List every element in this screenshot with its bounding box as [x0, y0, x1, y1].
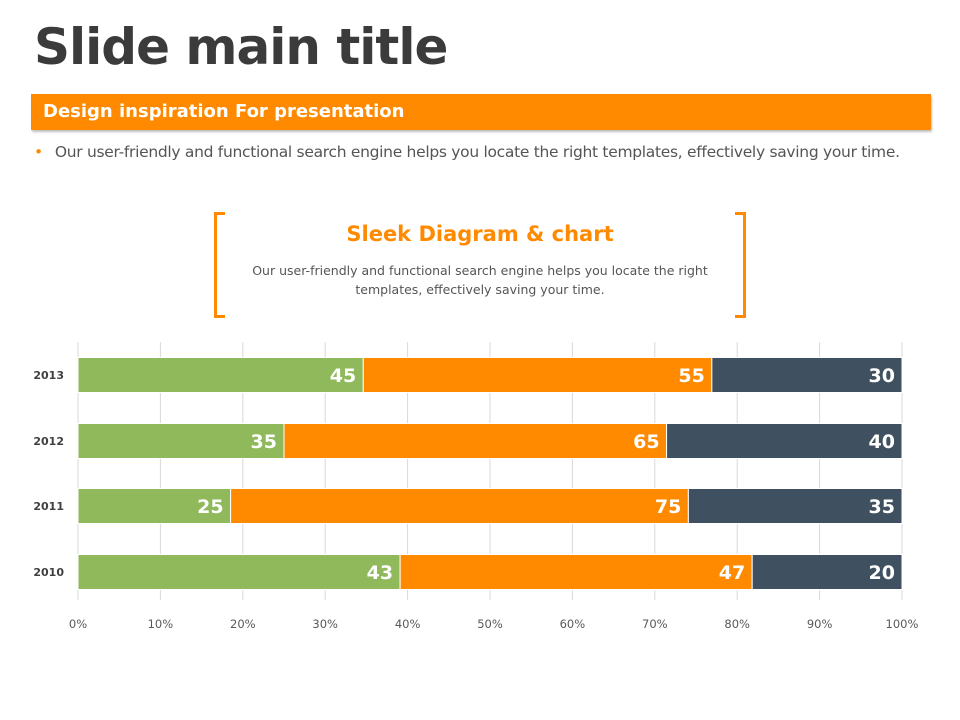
bar-segment	[77, 554, 401, 590]
left-bracket	[214, 212, 225, 318]
bullet-text: • Our user-friendly and functional search…	[34, 143, 900, 161]
banner-text: Design inspiration For presentation	[43, 101, 405, 122]
subtitle-banner: Design inspiration For presentation	[31, 94, 931, 130]
x-tick-label: 20%	[230, 617, 256, 631]
bar-segment	[666, 423, 903, 459]
data-label: 20	[869, 562, 895, 584]
x-tick-label: 70%	[642, 617, 668, 631]
data-label: 55	[678, 365, 704, 387]
bar-segment	[230, 488, 689, 524]
bullet-label: Our user-friendly and functional search …	[54, 143, 900, 161]
data-label: 75	[655, 496, 681, 518]
bar-segment	[711, 357, 903, 393]
x-tick-label: 0%	[69, 617, 87, 631]
data-label: 65	[633, 431, 659, 453]
bar-segment	[687, 488, 903, 524]
x-tick-label: 40%	[395, 617, 421, 631]
callout-description: Our user-friendly and functional search …	[252, 263, 708, 297]
bar-segment	[399, 554, 753, 590]
y-category-label: 2011	[33, 500, 64, 513]
x-tick-label: 100%	[886, 617, 919, 631]
y-category-label: 2012	[33, 435, 64, 448]
x-tick-label: 10%	[148, 617, 174, 631]
right-bracket	[735, 212, 746, 318]
y-category-label: 2013	[33, 369, 64, 382]
y-category-label: 2010	[33, 566, 64, 579]
data-label: 35	[869, 496, 895, 518]
x-tick-label: 30%	[312, 617, 338, 631]
data-label: 35	[251, 431, 277, 453]
bar-segment	[283, 423, 668, 459]
data-label: 30	[869, 365, 895, 387]
callout-title: Sleek Diagram & chart	[346, 222, 614, 246]
x-tick-label: 90%	[807, 617, 833, 631]
data-label: 25	[197, 496, 223, 518]
bar-segment	[77, 357, 364, 393]
data-label: 43	[367, 562, 393, 584]
data-label: 40	[869, 431, 895, 453]
data-label: 47	[719, 562, 745, 584]
bar-segment	[751, 554, 903, 590]
bar-segment	[77, 488, 232, 524]
data-label: 45	[330, 365, 356, 387]
slide-title: Slide main title	[34, 18, 448, 76]
x-tick-label: 80%	[724, 617, 750, 631]
x-tick-label: 60%	[560, 617, 586, 631]
bullet-icon: •	[34, 143, 43, 161]
x-tick-label: 50%	[477, 617, 503, 631]
bar-segment	[77, 423, 285, 459]
bar-segment	[362, 357, 713, 393]
